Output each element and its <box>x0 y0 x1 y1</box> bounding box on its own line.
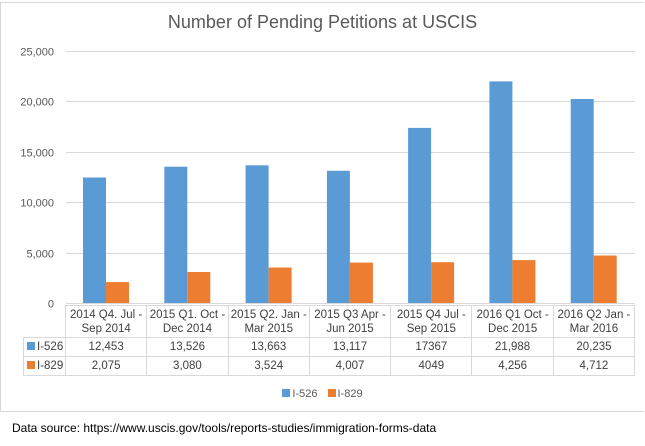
data-value: 4049 <box>390 356 473 376</box>
data-value: 2,075 <box>64 356 148 376</box>
category-label: 2015 Q1. Oct - Dec 2014 <box>146 305 229 338</box>
series-name: I-526 <box>37 341 64 353</box>
series-label: I-526 <box>23 337 66 357</box>
category-label-line: 2014 Q4. Jul - <box>70 308 143 321</box>
bar-i-829-3 <box>349 262 373 303</box>
category-label-line: Mar 2016 <box>569 322 619 335</box>
bar-i-829-6 <box>593 255 617 303</box>
data-value: 4,712 <box>552 356 636 376</box>
data-value: 3,080 <box>146 356 229 376</box>
data-value: 4,256 <box>471 356 554 376</box>
category-label-line: 2016 Q1 Oct - <box>476 308 549 321</box>
legend-swatch <box>327 389 336 397</box>
category-label-line: Mar 2015 <box>244 322 294 335</box>
data-table-row-i526: I-526 12,453 13,526 13,663 13,117 17367 21,988… <box>23 337 636 357</box>
bar-i-526-3 <box>326 170 350 303</box>
category-label-line: Jun 2015 <box>326 322 374 335</box>
data-value: 21,988 <box>471 337 554 357</box>
y-tick-label: 10,000 <box>20 198 54 210</box>
bar-i-829-1 <box>187 272 211 303</box>
data-value: 20,235 <box>552 337 636 357</box>
legend-item: I-829 <box>327 388 363 400</box>
category-label-line: 2015 Q2. Jan - <box>230 308 307 321</box>
y-tick-label: 15,000 <box>20 148 54 160</box>
category-label-line: Sep 2014 <box>81 322 131 335</box>
category-label-line: Dec 2014 <box>162 322 213 335</box>
series-label: I-829 <box>23 356 66 376</box>
series-name: I-829 <box>37 360 64 372</box>
bar-i-829-5 <box>512 260 536 303</box>
bar-i-526-1 <box>164 166 188 303</box>
bar-i-526-6 <box>570 99 594 303</box>
bar-i-829-0 <box>106 282 129 303</box>
category-label-line: Dec 2015 <box>488 322 538 335</box>
data-source-note: Data source: https://www.uscis.gov/tools… <box>12 421 437 435</box>
data-value: 13,117 <box>308 337 392 357</box>
data-table: 2014 Q4. Jul - Sep 2014 2015 Q1. Oct - Dec … <box>23 305 636 376</box>
series-swatch <box>27 342 35 350</box>
chart-area <box>0 2 644 412</box>
bar-i-829-4 <box>431 262 455 303</box>
legend-swatch <box>282 389 291 397</box>
data-value: 12,453 <box>64 337 148 357</box>
series-swatch <box>27 361 35 369</box>
category-label-line: 2015 Q4 Jul - <box>396 308 466 321</box>
data-value: 17367 <box>390 337 473 357</box>
data-table-corner <box>23 305 66 338</box>
category-label-line: Sep 2015 <box>406 322 456 335</box>
data-value: 4,007 <box>308 356 392 376</box>
bar-i-526-0 <box>83 177 106 303</box>
category-label-line: 2015 Q3 Apr - <box>314 308 386 321</box>
data-table-row-i829: I-829 2,075 3,080 3,524 4,007 4049 4,256 4,712 <box>23 356 636 376</box>
category-label: 2015 Q3 Apr - Jun 2015 <box>308 305 392 338</box>
legend-label: I-526 <box>292 388 318 400</box>
chart-title: Number of Pending Petitions at USCIS <box>167 12 478 32</box>
bar-i-829-2 <box>268 267 292 303</box>
y-tick-label: 25,000 <box>20 47 54 59</box>
bar-i-526-4 <box>408 127 432 304</box>
category-label-line: 2016 Q2 Jan - <box>557 308 631 321</box>
category-label-line: 2015 Q1. Oct - <box>149 308 226 321</box>
y-tick-label: 0 <box>48 299 54 311</box>
legend-item: I-526 <box>282 388 318 400</box>
bar-i-526-2 <box>245 165 269 303</box>
category-label: 2016 Q2 Jan - Mar 2016 <box>552 305 636 338</box>
y-tick-label: 5,000 <box>26 249 54 261</box>
data-value: 13,526 <box>146 337 229 357</box>
category-label: 2016 Q1 Oct - Dec 2015 <box>471 305 554 338</box>
legend-label: I-829 <box>337 388 363 400</box>
y-tick-label: 20,000 <box>20 97 54 109</box>
category-label: 2015 Q2. Jan - Mar 2015 <box>227 305 310 338</box>
category-label: 2015 Q4 Jul - Sep 2015 <box>390 305 473 338</box>
category-label: 2014 Q4. Jul - Sep 2014 <box>64 305 148 338</box>
data-value: 3,524 <box>227 356 310 376</box>
data-table-header-row: 2014 Q4. Jul - Sep 2014 2015 Q1. Oct - Dec … <box>23 305 636 338</box>
legend: I-526 I-829 <box>0 388 645 400</box>
data-value: 13,663 <box>227 337 310 357</box>
bar-i-526-5 <box>489 81 513 304</box>
